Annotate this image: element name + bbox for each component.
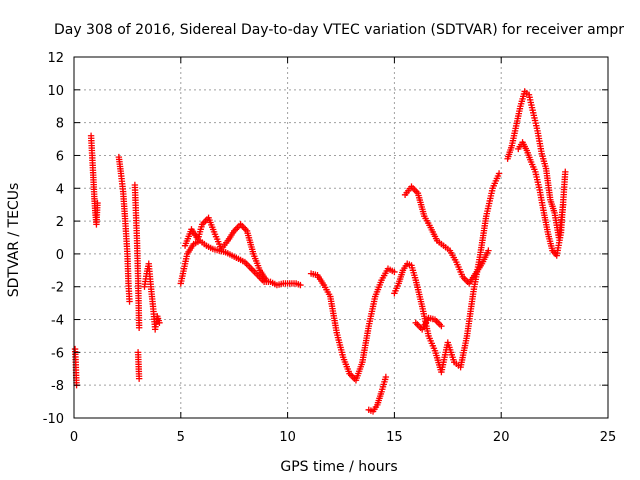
data-point bbox=[94, 199, 101, 207]
series-arc-2.1 bbox=[115, 153, 133, 305]
series-arc-11 bbox=[307, 265, 398, 384]
x-tick-label: 15 bbox=[386, 430, 403, 445]
series-arc-3.5 bbox=[141, 260, 163, 333]
series-arc-15a bbox=[391, 170, 503, 376]
y-tick-label: 12 bbox=[47, 51, 64, 66]
series-arc-20a bbox=[504, 88, 567, 241]
series-arc-5b bbox=[181, 214, 270, 284]
series-arc-0.8 bbox=[87, 132, 101, 228]
data-point bbox=[297, 281, 304, 289]
data-point bbox=[391, 268, 398, 276]
data-point bbox=[562, 168, 569, 176]
series-arc-3.0 bbox=[134, 349, 143, 382]
data-point bbox=[126, 298, 133, 305]
y-tick-label: 4 bbox=[56, 182, 64, 197]
y-tick-label: 8 bbox=[56, 117, 64, 132]
x-tick-label: 10 bbox=[279, 430, 296, 445]
data-point bbox=[495, 170, 503, 177]
axis-ticks: -10 -8 -6 -4 -2 0 2 4 6 8 10 12 0 5 10 15 20 25 bbox=[43, 51, 617, 445]
series-arc-5a bbox=[177, 237, 304, 289]
data-points bbox=[71, 88, 569, 415]
series-arc-20b bbox=[515, 139, 569, 259]
data-point bbox=[382, 373, 390, 381]
series-arc-14 bbox=[365, 373, 390, 415]
series-arc-2.9 bbox=[131, 181, 143, 331]
data-point bbox=[263, 276, 270, 284]
x-tick-label: 0 bbox=[70, 430, 78, 445]
x-tick-label: 25 bbox=[600, 430, 617, 445]
y-tick-label: -6 bbox=[51, 346, 64, 361]
y-tick-label: -2 bbox=[51, 281, 64, 296]
x-tick-label: 20 bbox=[493, 430, 510, 445]
series-arc-16 bbox=[412, 314, 445, 333]
x-axis-label: GPS time / hours bbox=[280, 459, 397, 475]
y-tick-label: -4 bbox=[51, 314, 64, 329]
y-tick-label: 6 bbox=[56, 149, 64, 164]
series-arc-15b bbox=[401, 183, 492, 287]
y-tick-label: -10 bbox=[43, 412, 64, 427]
y-axis-label: SDTVAR / TECUs bbox=[6, 183, 22, 298]
y-tick-label: -8 bbox=[51, 379, 64, 394]
plot-frame bbox=[73, 56, 609, 419]
y-tick-label: 0 bbox=[56, 248, 64, 263]
chart-title: Day 308 of 2016, Sidereal Day-to-day VTE… bbox=[54, 22, 624, 38]
data-point bbox=[438, 322, 445, 330]
y-tick-label: 2 bbox=[56, 215, 64, 230]
data-point bbox=[156, 319, 163, 327]
data-point bbox=[135, 375, 143, 382]
x-tick-label: 5 bbox=[177, 430, 185, 445]
y-tick-label: 10 bbox=[47, 84, 64, 99]
data-point bbox=[135, 324, 143, 331]
gridlines bbox=[74, 57, 608, 418]
data-point bbox=[485, 247, 492, 254]
